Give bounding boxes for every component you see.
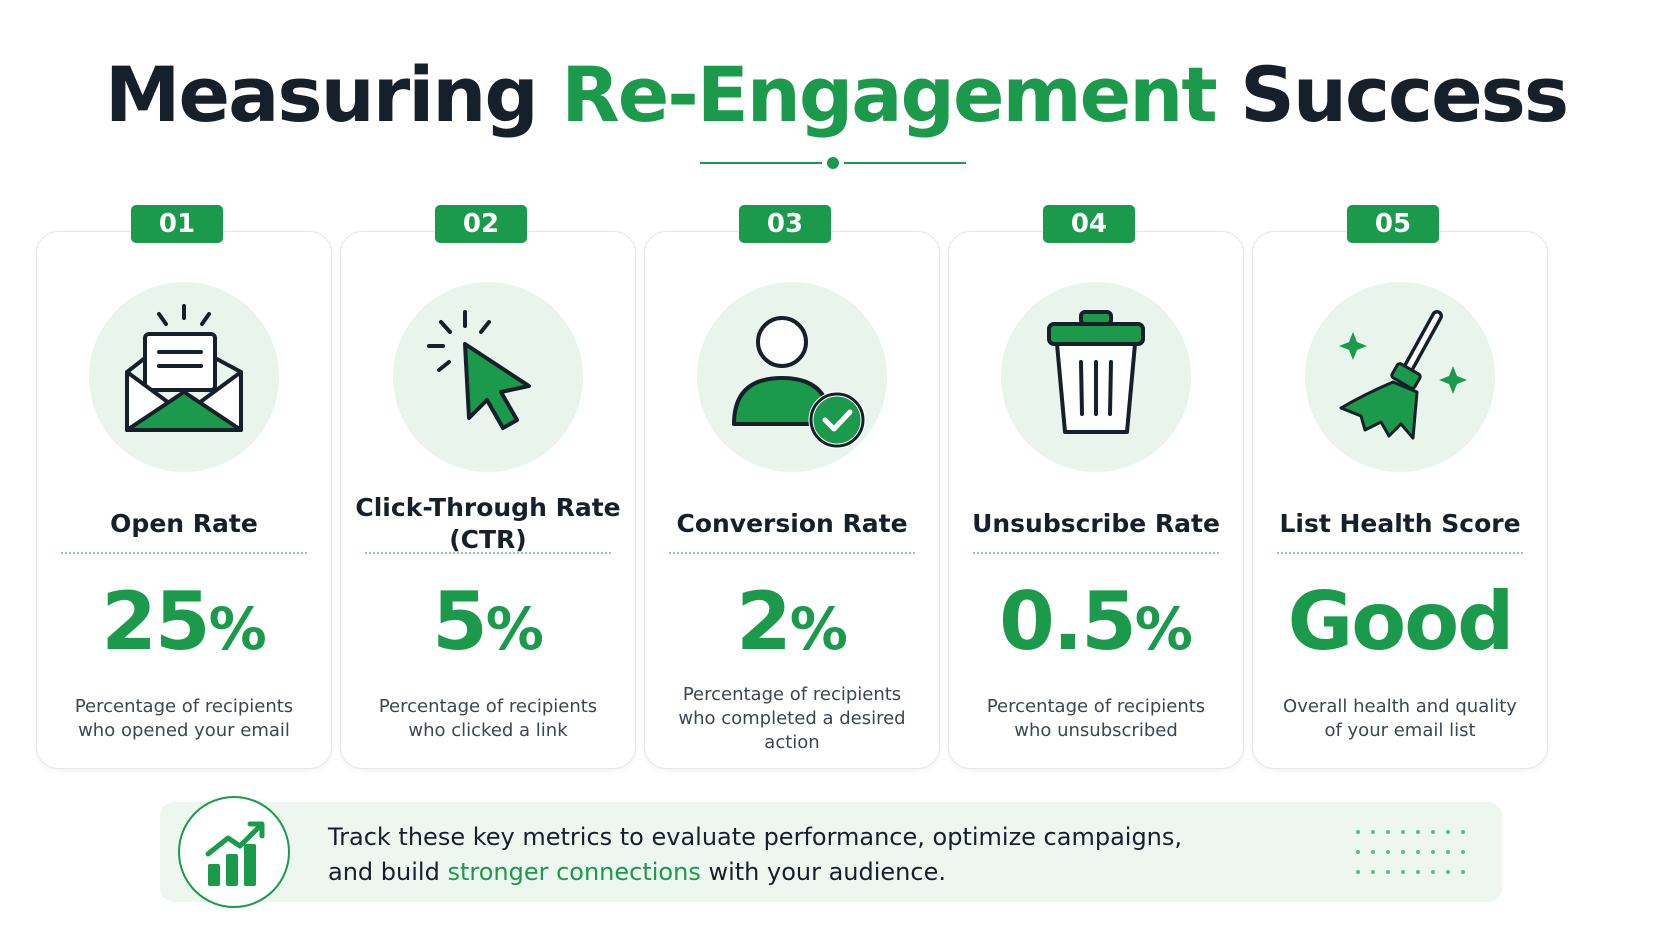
grid-dot [1386, 870, 1390, 874]
metric-number-badge: 03 [739, 205, 831, 243]
metric-description: Percentage of recipients who unsubscribe… [986, 696, 1206, 741]
card-divider [1277, 552, 1523, 554]
grid-dot [1461, 870, 1465, 874]
metric-value: 25% [101, 575, 267, 668]
metric-title: Conversion Rate [676, 509, 908, 538]
grid-dot [1401, 850, 1405, 854]
grid-dot [1461, 830, 1465, 834]
metric-value: 0.5% [999, 575, 1193, 668]
metric-description: Percentage of recipients who opened your… [74, 696, 294, 741]
metric-title: Click-Through Rate (CTR) [355, 493, 621, 554]
metric-title: List Health Score [1279, 509, 1521, 538]
grid-dot [1356, 850, 1360, 854]
grid-dot [1401, 870, 1405, 874]
metric-value: 2% [736, 575, 848, 668]
decorative-dot-grid [1356, 830, 1476, 884]
metric-value: Good [1287, 575, 1515, 668]
summary-banner: Track these key metrics to evaluate perf… [160, 796, 1502, 908]
grid-dot [1431, 830, 1435, 834]
grid-dot [1356, 870, 1360, 874]
grid-dot [1446, 830, 1450, 834]
grid-dot [1356, 830, 1360, 834]
card-divider [61, 552, 307, 554]
grid-dot [1371, 850, 1375, 854]
metric-number-badge: 02 [435, 205, 527, 243]
metric-description: Percentage of recipients who clicked a l… [378, 696, 598, 741]
grid-dot [1416, 830, 1420, 834]
envelope-icon [89, 282, 279, 472]
grid-dot [1386, 830, 1390, 834]
summary-line-2: and build stronger connections with your… [328, 858, 946, 886]
title-part-2: Success [1240, 50, 1569, 139]
title-part-1: Measuring [104, 50, 539, 139]
summary-line-1: Track these key metrics to evaluate perf… [328, 823, 1183, 851]
growth-chart-icon [178, 796, 290, 908]
metric-value: 5% [432, 575, 544, 668]
metric-card-unsubscribe: Unsubscribe Rate 0.5% Percentage of reci… [948, 231, 1244, 769]
grid-dot [1401, 830, 1405, 834]
grid-dot [1431, 850, 1435, 854]
grid-dot [1431, 870, 1435, 874]
grid-dot [1416, 850, 1420, 854]
grid-dot [1371, 830, 1375, 834]
page-title: Measuring Re-Engagement Success [0, 48, 1672, 142]
metric-card-open-rate: Open Rate 25% Percentage of recipients w… [36, 231, 332, 769]
user-check-icon [697, 282, 887, 472]
title-divider [700, 157, 966, 169]
grid-dot [1386, 850, 1390, 854]
metric-card-conversion: Conversion Rate 2% Percentage of recipie… [644, 231, 940, 769]
card-divider [365, 552, 611, 554]
metric-card-ctr: Click-Through Rate (CTR) 5% Percentage o… [340, 231, 636, 769]
grid-dot [1371, 870, 1375, 874]
metric-number-badge: 04 [1043, 205, 1135, 243]
cursor-click-icon [393, 282, 583, 472]
metric-card-list-health: List Health Score Good Overall health an… [1252, 231, 1548, 769]
metric-description: Overall health and quality of your email… [1283, 696, 1517, 741]
metric-title: Unsubscribe Rate [972, 509, 1220, 538]
title-accent: Re-Engagement [561, 50, 1217, 139]
card-divider [973, 552, 1219, 554]
metric-title: Open Rate [110, 509, 258, 538]
grid-dot [1416, 870, 1420, 874]
metric-number-badge: 05 [1347, 205, 1439, 243]
broom-icon [1305, 282, 1495, 472]
metric-number-badge: 01 [131, 205, 223, 243]
metric-description: Percentage of recipients who completed a… [678, 684, 906, 753]
grid-dot [1446, 870, 1450, 874]
grid-dot [1446, 850, 1450, 854]
summary-text: Track these key metrics to evaluate perf… [328, 820, 1248, 890]
metric-cards: Open Rate 25% Percentage of recipients w… [36, 205, 1636, 769]
card-divider [669, 552, 915, 554]
trash-icon [1001, 282, 1191, 472]
grid-dot [1461, 850, 1465, 854]
